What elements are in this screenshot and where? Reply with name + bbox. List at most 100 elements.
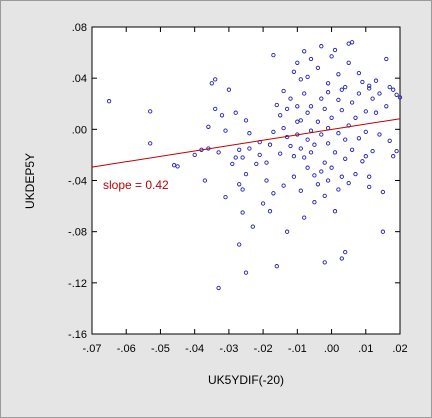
data-point	[356, 136, 362, 141]
data-point	[356, 91, 362, 96]
data-point	[356, 70, 362, 76]
data-point	[243, 118, 249, 123]
x-tick-label: .00	[324, 343, 339, 355]
data-point	[329, 165, 334, 170]
data-point	[322, 106, 327, 112]
data-point	[367, 83, 372, 88]
data-point	[319, 132, 324, 137]
data-point	[302, 91, 307, 96]
data-point	[298, 118, 303, 123]
data-point	[339, 174, 344, 179]
data-point	[336, 72, 341, 77]
data-point	[332, 209, 338, 214]
data-point	[298, 188, 303, 193]
data-point	[278, 151, 283, 156]
fit-line	[91, 118, 401, 168]
data-point	[267, 142, 273, 147]
data-point	[329, 54, 334, 59]
data-point	[237, 147, 242, 152]
data-point	[346, 60, 351, 65]
data-point	[346, 180, 351, 186]
data-point	[322, 193, 327, 199]
data-point	[325, 81, 331, 86]
data-point	[257, 152, 262, 158]
data-point	[322, 160, 327, 165]
data-point	[370, 148, 375, 154]
data-point	[319, 96, 324, 101]
data-point	[298, 146, 303, 151]
data-point	[237, 182, 242, 187]
data-point	[305, 110, 310, 115]
data-point	[367, 174, 372, 179]
data-point	[240, 187, 245, 192]
data-point	[380, 189, 386, 195]
data-point	[380, 229, 386, 234]
data-point	[391, 87, 396, 92]
y-axis: -.16 -.12 -.08 -.04 .00 .04 .08	[68, 22, 400, 341]
plot-area	[91, 26, 401, 335]
y-tick-label: .04	[72, 73, 87, 85]
data-point	[394, 148, 399, 154]
data-point	[363, 154, 368, 159]
x-axis: -.07 -.06 -.05 -.04 -.03 -.02 -.01 .00 .01 .02	[83, 27, 408, 355]
data-point	[367, 184, 372, 190]
data-point	[291, 154, 297, 159]
data-point	[264, 160, 269, 165]
data-point	[295, 104, 300, 109]
data-point	[288, 143, 293, 149]
data-point	[264, 178, 269, 183]
x-tick-label: -.07	[83, 343, 102, 355]
data-point	[254, 161, 259, 167]
data-point	[336, 187, 341, 192]
data-point	[312, 173, 317, 178]
data-point	[237, 242, 242, 247]
y-tick-label: -.16	[68, 329, 87, 341]
data-point	[315, 65, 321, 71]
x-tick-label: .02	[392, 343, 407, 355]
data-point	[202, 178, 208, 183]
data-point	[274, 102, 279, 108]
data-point	[308, 150, 314, 155]
data-point	[284, 106, 290, 112]
data-point	[247, 131, 252, 136]
data-point	[240, 155, 245, 160]
data-point	[281, 125, 286, 131]
data-point	[384, 56, 389, 62]
x-tick-label: -.02	[254, 343, 273, 355]
data-point	[336, 131, 341, 136]
data-point	[295, 60, 300, 65]
data-point	[394, 92, 399, 97]
data-point	[343, 84, 348, 90]
x-axis-label: UK5YDIF(-20)	[208, 373, 284, 387]
x-tick-label: -.06	[117, 343, 136, 355]
y-tick-label: .00	[72, 124, 87, 136]
data-point	[360, 79, 365, 85]
data-point	[312, 200, 317, 205]
data-point	[298, 77, 303, 82]
data-point	[288, 96, 293, 101]
data-point	[339, 87, 344, 92]
data-point	[223, 128, 228, 133]
y-axis-label: UKDEP5Y	[23, 153, 37, 209]
data-point	[281, 183, 286, 188]
data-points	[106, 40, 403, 291]
data-point	[243, 171, 249, 177]
data-point	[291, 174, 297, 179]
data-point	[343, 137, 348, 142]
data-point	[373, 78, 379, 83]
data-point	[384, 104, 389, 109]
data-point	[302, 155, 307, 160]
data-point	[325, 178, 331, 183]
data-point	[295, 119, 300, 124]
data-point	[377, 91, 382, 96]
data-point	[267, 209, 273, 214]
data-point	[233, 110, 238, 115]
slope-annotation: slope = 0.42	[103, 178, 169, 192]
data-point	[322, 260, 327, 265]
data-point	[247, 146, 252, 151]
data-point	[315, 182, 321, 187]
data-point	[363, 129, 368, 135]
data-point	[230, 161, 235, 167]
data-point	[209, 81, 214, 86]
